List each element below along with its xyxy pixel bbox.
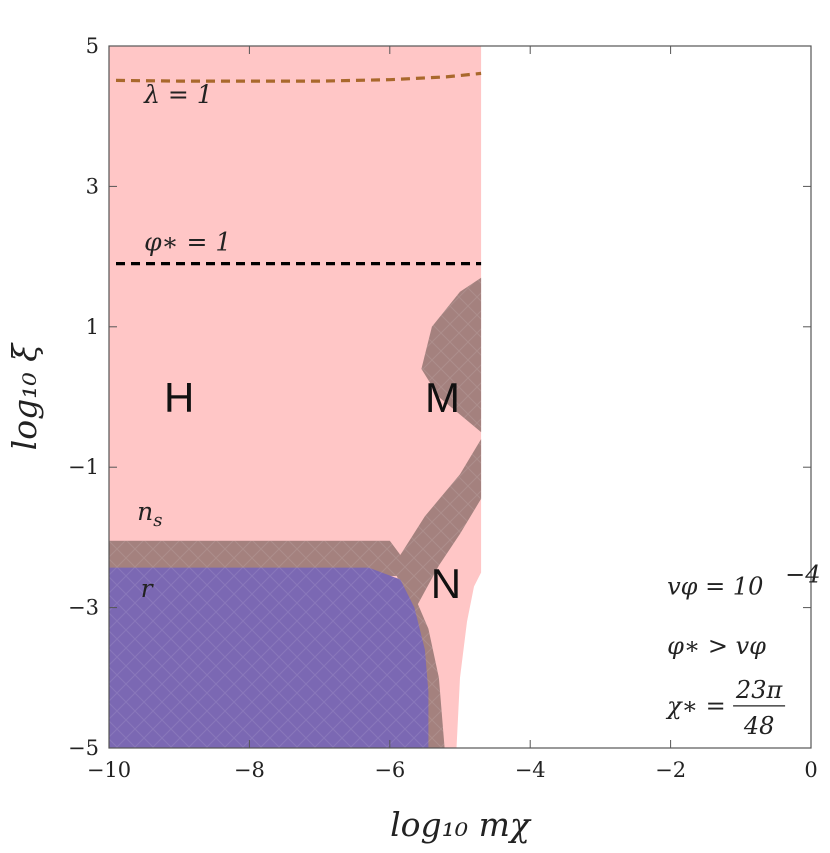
plot-frame bbox=[108, 45, 812, 749]
region-label-N: N bbox=[431, 560, 461, 607]
annotation-1: φ∗ > vφ bbox=[667, 632, 766, 660]
y-tick-label-0: 5 bbox=[86, 34, 99, 58]
curves bbox=[115, 71, 482, 266]
annotation-0: vφ = 10 bbox=[667, 573, 763, 601]
region-label-H: H bbox=[164, 374, 194, 421]
y-tick-label-1: 3 bbox=[86, 174, 99, 198]
curve-label-1: φ∗ = 1 bbox=[144, 228, 231, 257]
region-label-M: M bbox=[425, 374, 460, 421]
region-hatch-ns bbox=[109, 540, 401, 576]
x-tick-label-0: −10 bbox=[87, 758, 131, 782]
ticks: −10 −8 −6 −4 −2 0 5 3 1 −1 −3 −5 bbox=[68, 34, 818, 782]
x-tick-label-2: −6 bbox=[374, 758, 405, 782]
annotation-frac-den-2: 48 bbox=[743, 712, 775, 740]
curve-label-0: λ = 1 bbox=[143, 80, 213, 109]
curve-0 bbox=[115, 71, 482, 83]
y-tick-label-2: 1 bbox=[86, 315, 99, 339]
x-tick-label-5: 0 bbox=[804, 758, 817, 782]
y-tick-label-4: −3 bbox=[68, 596, 99, 620]
x-tick-label-4: −2 bbox=[655, 758, 686, 782]
regions bbox=[109, 46, 482, 748]
annotation-2: χ∗ = bbox=[665, 692, 726, 720]
region-label-r: r bbox=[141, 574, 155, 603]
x-tick-label-3: −4 bbox=[515, 758, 546, 782]
annotation-sup-0: −4 bbox=[785, 561, 820, 589]
y-tick-label-5: −5 bbox=[68, 736, 99, 760]
x-axis-title: log₁₀ mχ bbox=[390, 805, 532, 844]
labels: H M Nns r λ = 1 φ∗ = 1 vφ = 10 −4 φ∗ > vφ χ∗ = 23π… bbox=[137, 80, 820, 740]
x-tick-label-1: −8 bbox=[234, 758, 265, 782]
annotation-frac-num-2: 23π bbox=[735, 676, 784, 704]
region-hatch-M bbox=[421, 277, 482, 433]
y-tick-label-3: −1 bbox=[68, 455, 99, 479]
region-hatch-r bbox=[109, 567, 429, 748]
region-label-ns: ns bbox=[137, 497, 162, 531]
y-axis-title: log₁₀ ξ bbox=[5, 342, 44, 450]
